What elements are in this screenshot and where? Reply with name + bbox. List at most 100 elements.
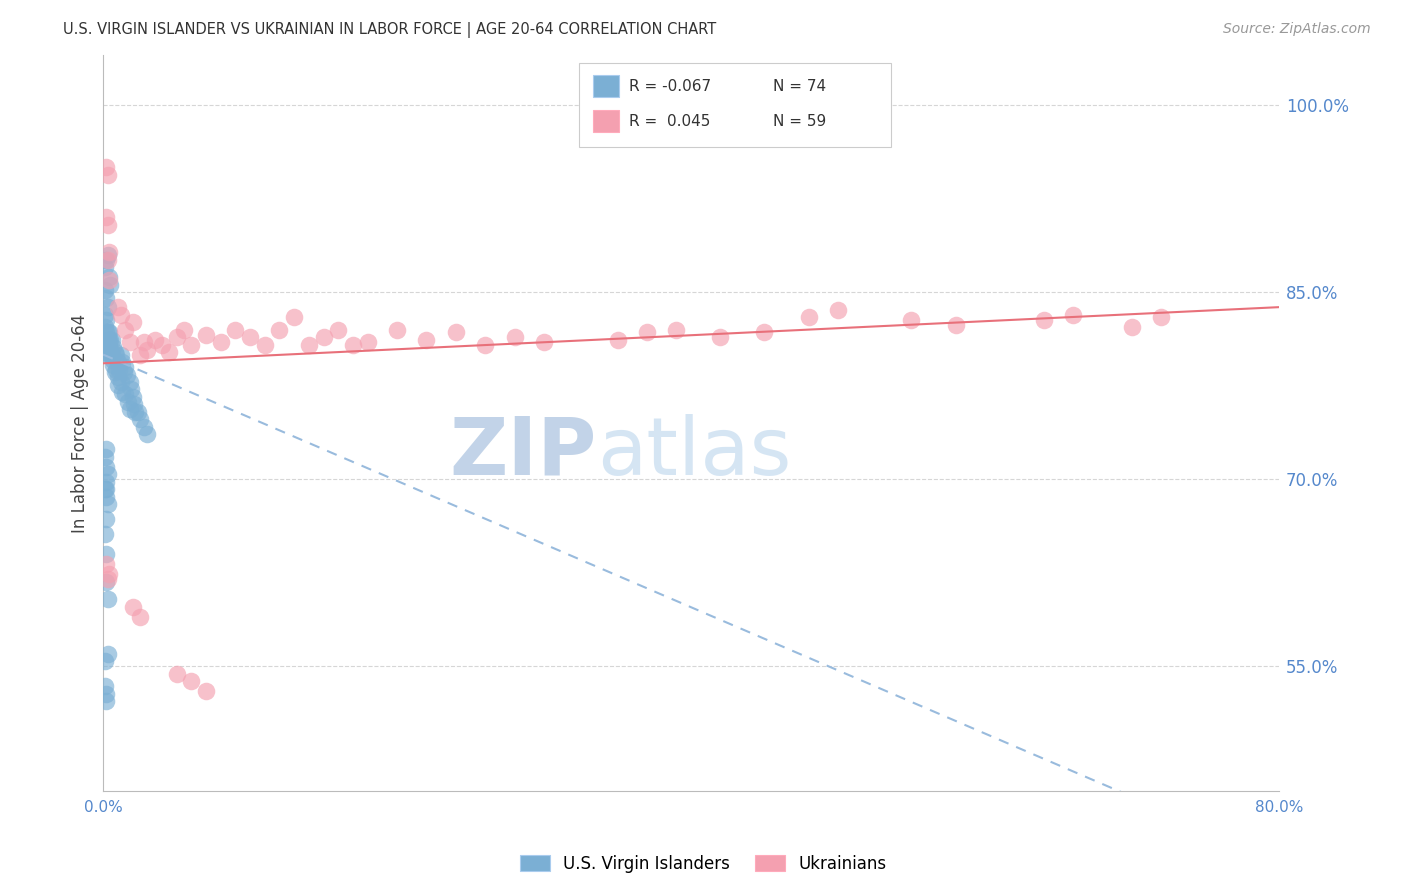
Point bbox=[173, 323, 195, 337]
Point bbox=[93, 450, 115, 464]
Point bbox=[93, 655, 115, 669]
Point bbox=[118, 402, 141, 417]
Point bbox=[94, 483, 117, 497]
Point bbox=[94, 557, 117, 571]
Point bbox=[107, 355, 129, 369]
Point bbox=[709, 330, 731, 344]
Point bbox=[357, 335, 380, 350]
Point bbox=[415, 333, 437, 347]
Point bbox=[195, 327, 218, 342]
Point bbox=[96, 467, 118, 482]
Point bbox=[117, 395, 139, 409]
Point bbox=[114, 387, 136, 401]
Point bbox=[100, 333, 122, 347]
Point bbox=[94, 161, 117, 175]
Point bbox=[96, 592, 118, 607]
Point bbox=[166, 330, 188, 344]
Point bbox=[101, 347, 124, 361]
Point bbox=[121, 315, 143, 329]
Point bbox=[111, 384, 134, 399]
FancyBboxPatch shape bbox=[593, 111, 619, 132]
Point bbox=[96, 572, 118, 586]
Legend: U.S. Virgin Islanders, Ukrainians: U.S. Virgin Islanders, Ukrainians bbox=[513, 848, 893, 880]
Point bbox=[127, 405, 149, 419]
Point bbox=[1121, 320, 1143, 334]
Point bbox=[98, 347, 121, 361]
Point bbox=[93, 260, 115, 275]
Point bbox=[94, 345, 117, 359]
Point bbox=[134, 335, 156, 350]
Point bbox=[122, 397, 145, 411]
Text: ZIP: ZIP bbox=[450, 414, 598, 491]
Point bbox=[533, 335, 555, 350]
Point bbox=[96, 252, 118, 267]
Point bbox=[110, 375, 132, 389]
Point bbox=[128, 609, 150, 624]
Point bbox=[96, 300, 118, 314]
Point bbox=[606, 333, 628, 347]
Point bbox=[105, 347, 128, 361]
Text: Source: ZipAtlas.com: Source: ZipAtlas.com bbox=[1223, 22, 1371, 37]
Point bbox=[342, 337, 364, 351]
Point bbox=[93, 483, 115, 497]
Text: R = -0.067: R = -0.067 bbox=[628, 78, 711, 94]
Point bbox=[100, 347, 122, 361]
Point bbox=[112, 365, 135, 379]
Point bbox=[114, 359, 136, 374]
Point bbox=[166, 667, 188, 681]
FancyBboxPatch shape bbox=[579, 62, 891, 147]
Point bbox=[110, 347, 132, 361]
Point bbox=[118, 335, 141, 350]
Point bbox=[96, 333, 118, 347]
Text: R =  0.045: R = 0.045 bbox=[628, 114, 710, 128]
Point bbox=[121, 390, 143, 404]
Point bbox=[94, 312, 117, 326]
Point bbox=[253, 337, 276, 351]
Point bbox=[98, 340, 121, 354]
Point bbox=[157, 345, 180, 359]
Point bbox=[94, 211, 117, 225]
Point bbox=[180, 337, 202, 351]
Text: N = 74: N = 74 bbox=[773, 78, 827, 94]
Point bbox=[945, 318, 967, 332]
Point bbox=[474, 337, 496, 351]
Point bbox=[94, 442, 117, 457]
Point bbox=[224, 323, 246, 337]
Point bbox=[385, 323, 408, 337]
Point bbox=[665, 323, 688, 337]
Point bbox=[98, 273, 121, 287]
Point bbox=[93, 337, 115, 351]
Point bbox=[209, 335, 232, 350]
Point bbox=[328, 323, 350, 337]
Point bbox=[900, 312, 922, 326]
Point bbox=[96, 218, 118, 232]
Point bbox=[94, 292, 117, 306]
Point bbox=[100, 277, 122, 292]
Point bbox=[180, 674, 202, 689]
Point bbox=[101, 333, 124, 347]
Point bbox=[115, 368, 138, 382]
Text: U.S. VIRGIN ISLANDER VS UKRAINIAN IN LABOR FORCE | AGE 20-64 CORRELATION CHART: U.S. VIRGIN ISLANDER VS UKRAINIAN IN LAB… bbox=[63, 22, 717, 38]
Point bbox=[1150, 310, 1173, 325]
Point bbox=[96, 248, 118, 262]
Point bbox=[93, 527, 115, 541]
Point bbox=[103, 358, 125, 372]
Point bbox=[110, 308, 132, 322]
Point bbox=[94, 325, 117, 339]
Point bbox=[93, 283, 115, 297]
Point bbox=[1032, 312, 1054, 326]
Point bbox=[754, 325, 776, 339]
Point bbox=[107, 377, 129, 392]
Point bbox=[96, 340, 118, 354]
Point bbox=[134, 420, 156, 434]
Point bbox=[94, 475, 117, 489]
Point bbox=[105, 362, 128, 376]
Point bbox=[98, 567, 121, 582]
Point bbox=[103, 340, 125, 354]
Point bbox=[128, 347, 150, 361]
Point bbox=[111, 355, 134, 369]
Point bbox=[312, 330, 335, 344]
Point bbox=[93, 680, 115, 694]
Point bbox=[269, 323, 291, 337]
Text: N = 59: N = 59 bbox=[773, 114, 827, 128]
